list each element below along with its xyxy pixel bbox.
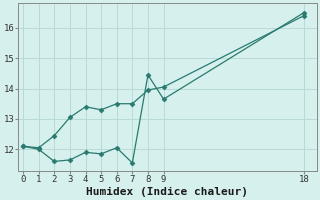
X-axis label: Humidex (Indice chaleur): Humidex (Indice chaleur): [86, 186, 248, 197]
